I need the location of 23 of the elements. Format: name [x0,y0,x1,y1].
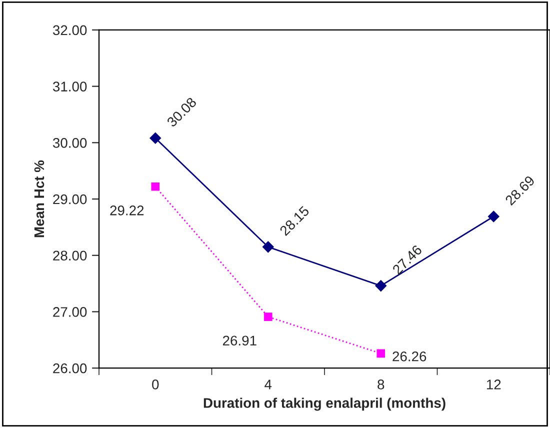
data-label: 29.22 [110,206,144,216]
point [375,280,386,292]
y-tick-label: 30.00 [52,138,87,148]
y-tick-label: 29.00 [53,194,87,204]
y-tick-label: 31.00 [52,82,87,92]
data-label: 26.91 [222,336,256,346]
y-tick-label: 26.00 [53,363,87,374]
point [488,210,500,222]
y-axis-title: Mean Hct % [34,160,44,238]
x-axis-title: Duration of taking enalapril (months) [204,398,446,411]
x-tick-label: 4 [264,380,272,390]
point [264,312,272,321]
x-tick-label: 0 [152,380,159,390]
point [262,241,274,253]
y-tick-label: 32.00 [52,25,87,36]
y-tick-label: 27.00 [53,307,87,317]
x-tick-label: 12 [486,380,501,390]
point [151,182,160,191]
data-label: 26.26 [392,351,426,362]
point [150,132,161,144]
x-tick-label: 8 [378,380,384,390]
y-tick-label: 28.00 [53,250,87,261]
point [376,349,386,358]
